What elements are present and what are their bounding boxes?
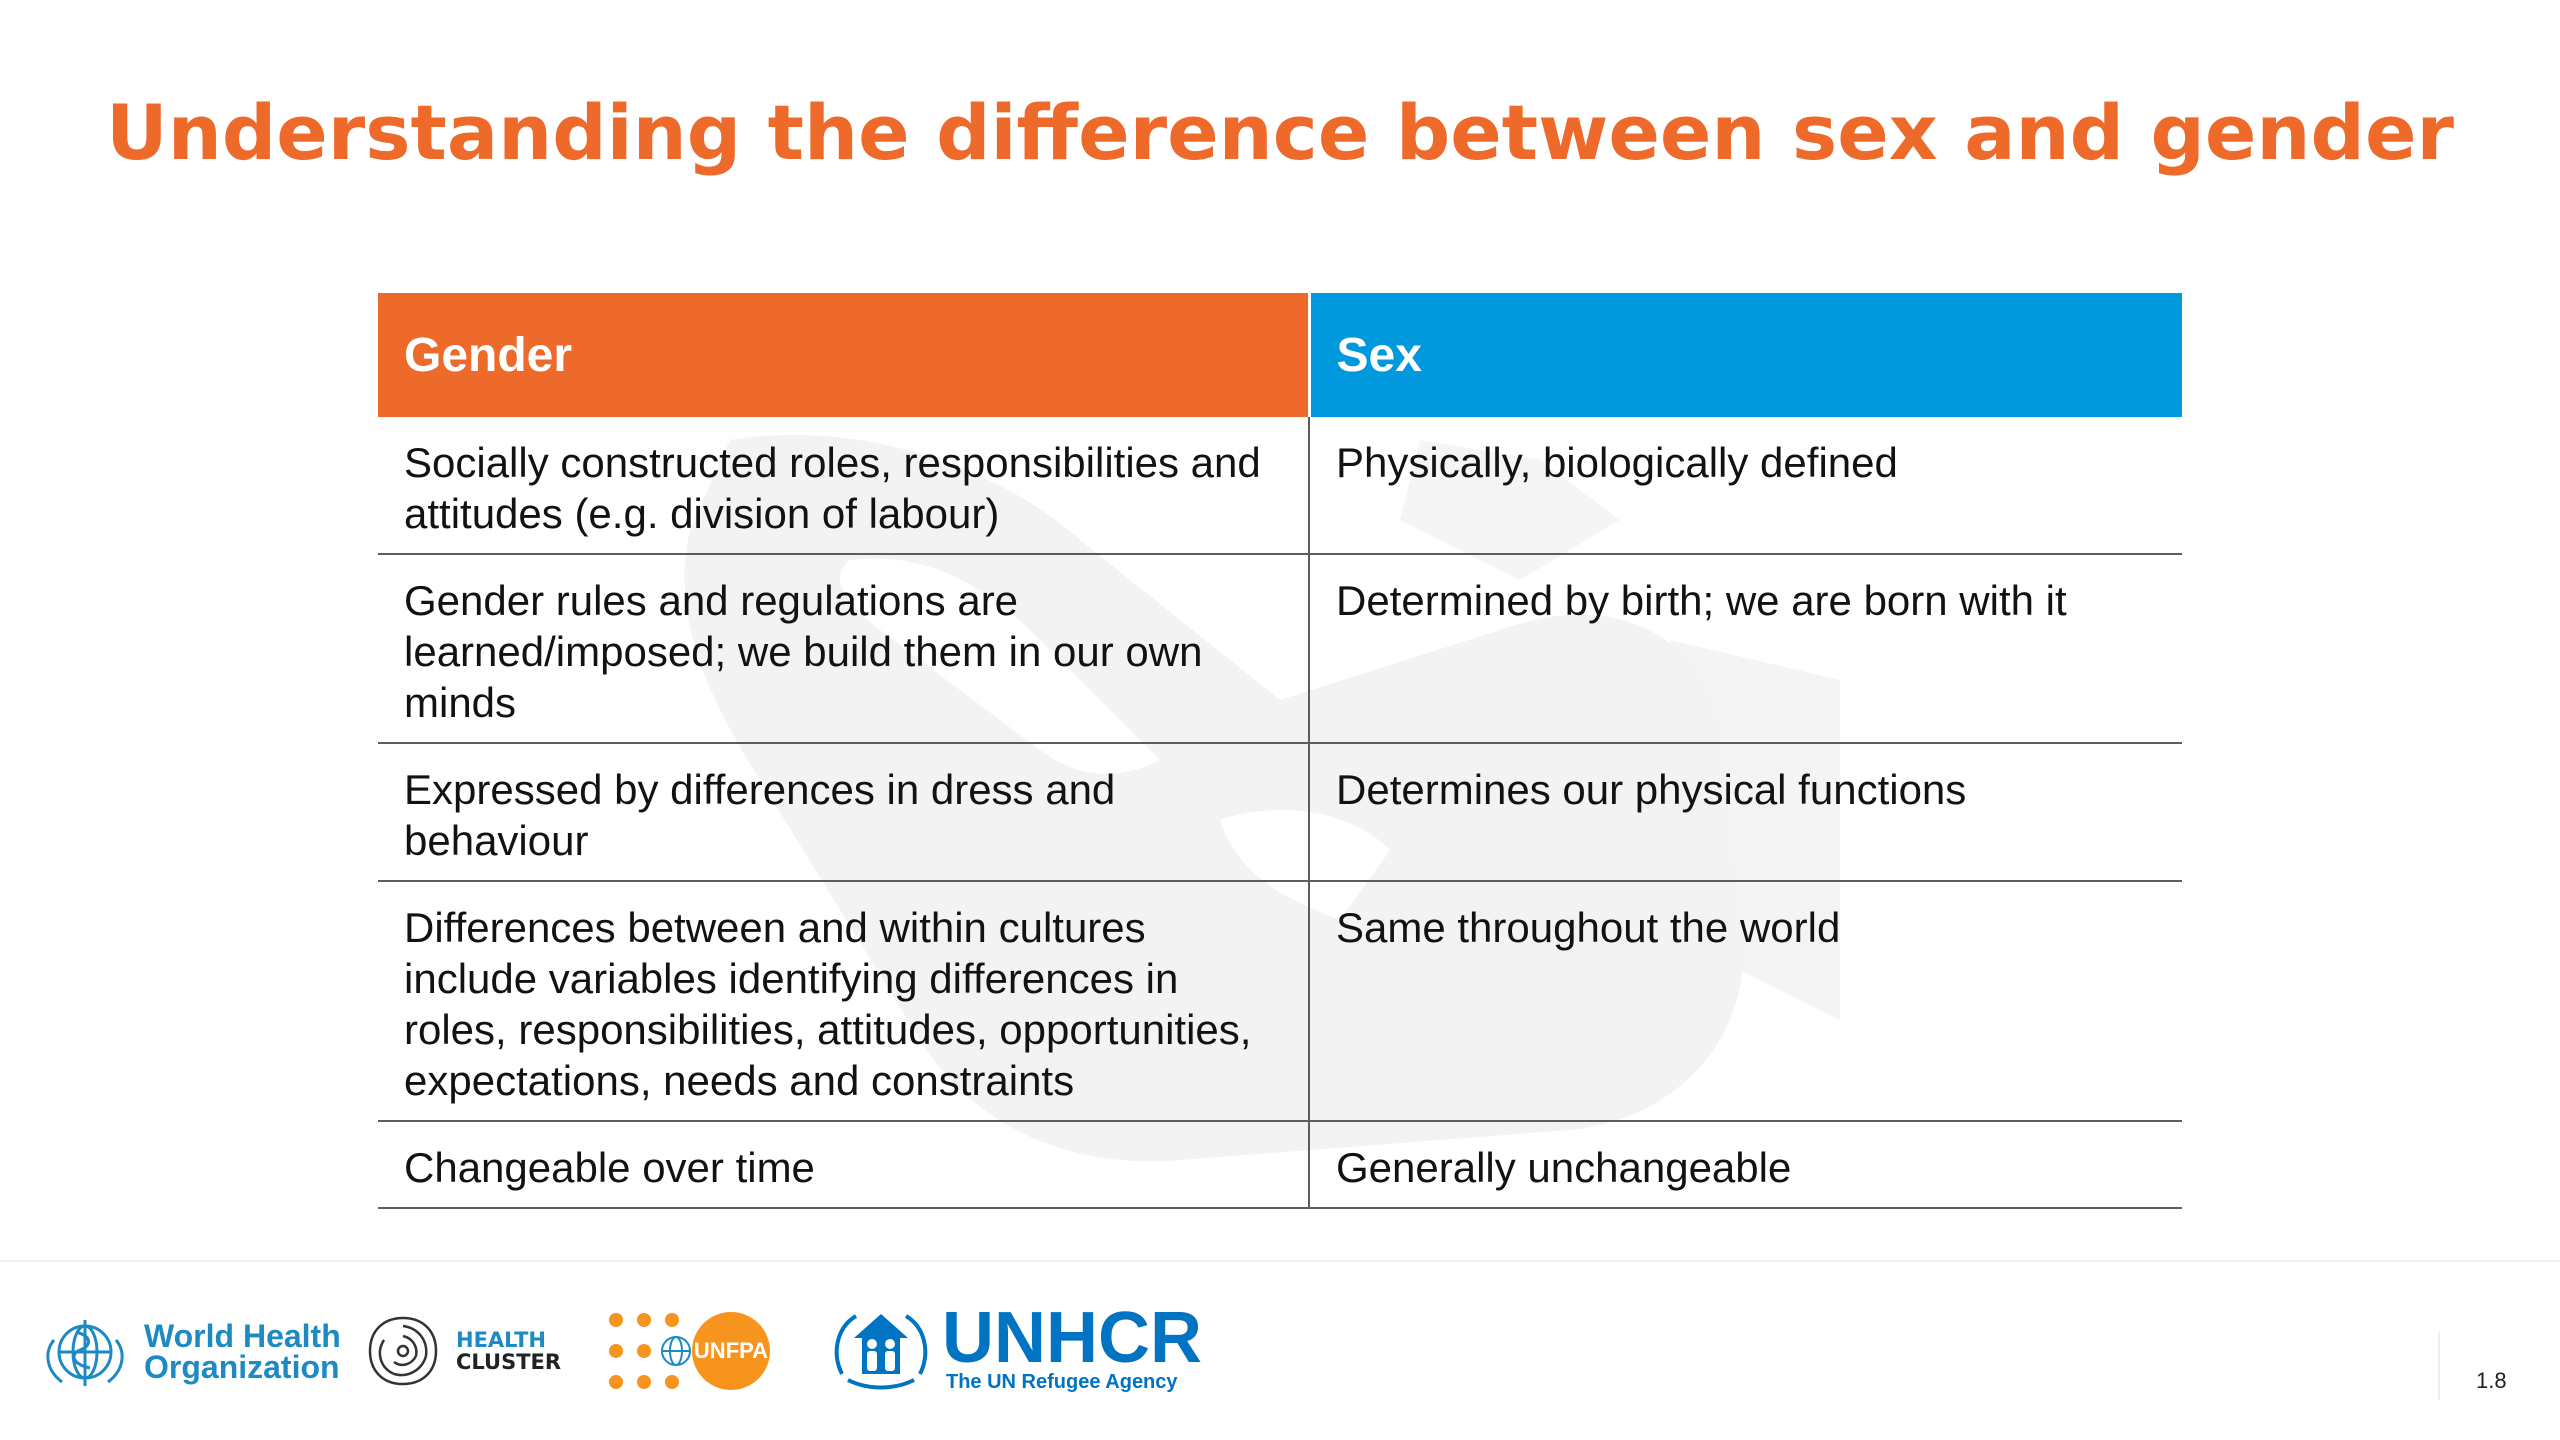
health-cluster-logo: HEALTH CLUSTER <box>362 1310 561 1392</box>
table-row: Differences between and within cultures … <box>378 881 2182 1122</box>
gender-column-header: Gender <box>378 293 1309 417</box>
health-cluster-line1: HEALTH <box>456 1328 546 1352</box>
who-name-line1: World Health <box>144 1318 341 1354</box>
table-row: Changeable over time Generally unchangea… <box>378 1121 2182 1209</box>
sex-column-header: Sex <box>1307 293 2182 417</box>
gender-cell: Gender rules and regulations are learned… <box>378 554 1310 744</box>
table-header-row: Gender Sex <box>378 293 2182 417</box>
unhcr-tagline: The UN Refugee Agency <box>946 1371 1178 1393</box>
sex-cell: Determined by birth; we are born with it <box>1309 554 2182 744</box>
sex-cell: Determines our physical functions <box>1309 743 2182 882</box>
page-number: 1.8 <box>2476 1368 2507 1393</box>
unhcr-emblem-icon <box>834 1314 928 1390</box>
sex-cell: Same throughout the world <box>1309 881 2182 1122</box>
comparison-table: Gender Sex Socially constructed roles, r… <box>378 293 2182 1209</box>
health-cluster-line2: CLUSTER <box>456 1350 562 1374</box>
slide-title: Understanding the difference between sex… <box>106 88 2454 177</box>
unfpa-badge: UNFPA <box>692 1312 770 1390</box>
sex-cell: Generally unchangeable <box>1309 1121 2182 1209</box>
who-logo: World Health Organization <box>36 1310 341 1394</box>
unhcr-name: UNHCR <box>942 1298 1202 1378</box>
gender-cell: Socially constructed roles, responsibili… <box>378 417 1310 555</box>
unfpa-dots-icon <box>609 1313 691 1389</box>
gender-cell: Expressed by differences in dress and be… <box>378 743 1310 882</box>
health-cluster-swirl-icon <box>368 1316 438 1386</box>
who-name-line2: Organization <box>144 1349 340 1385</box>
table-row: Expressed by differences in dress and be… <box>378 743 2182 882</box>
unhcr-logo: UNHCR The UN Refugee Agency <box>828 1298 1202 1394</box>
footer-divider <box>0 1260 2560 1262</box>
table-row: Gender rules and regulations are learned… <box>378 554 2182 744</box>
gender-cell: Differences between and within cultures … <box>378 881 1310 1122</box>
unfpa-logo: UNFPA <box>606 1310 770 1392</box>
gender-cell: Changeable over time <box>378 1121 1310 1209</box>
sex-cell: Physically, biologically defined <box>1309 417 2182 555</box>
who-emblem-icon <box>46 1320 124 1386</box>
page-number-divider <box>2438 1332 2440 1400</box>
table-row: Socially constructed roles, responsibili… <box>378 417 2182 555</box>
